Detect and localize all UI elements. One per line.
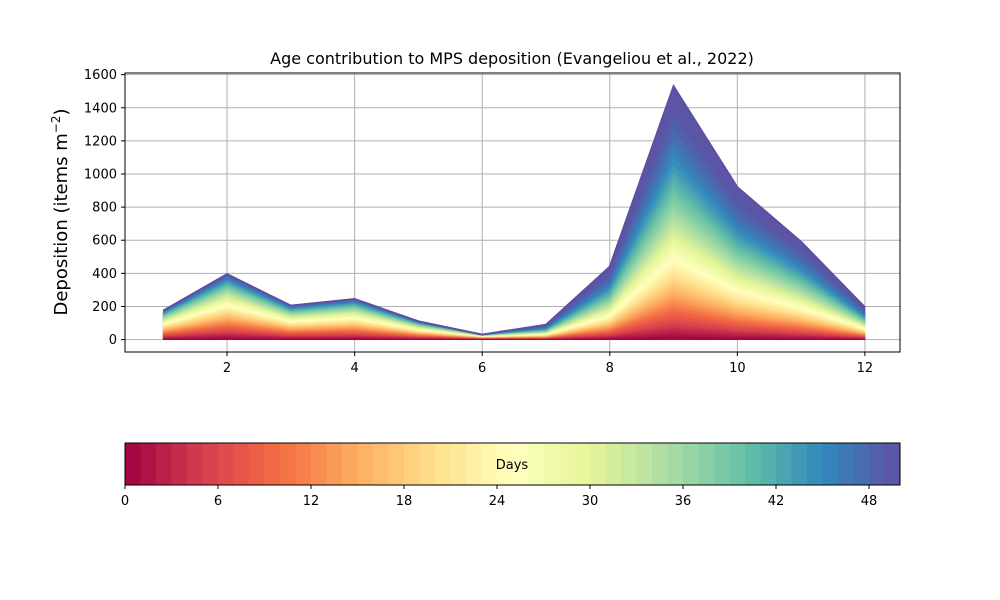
colorbar-segment — [419, 443, 436, 485]
colorbar-segment — [295, 443, 312, 485]
y-tick-label: 200 — [92, 300, 117, 315]
colorbar-segment — [807, 443, 823, 485]
colorbar-segment — [605, 443, 622, 485]
colorbar-segment — [373, 443, 389, 485]
colorbar-segment — [776, 443, 792, 485]
colorbar-segment — [574, 443, 591, 485]
colorbar-segment — [543, 443, 560, 485]
colorbar-segment — [466, 443, 482, 485]
colorbar-tick-label: 36 — [675, 494, 692, 509]
plot-frame — [124, 72, 901, 353]
colorbar-segment — [187, 443, 203, 485]
colorbar-segment — [202, 443, 219, 485]
colorbar-segment — [636, 443, 653, 485]
colorbar-segment — [822, 443, 839, 485]
colorbar-segment — [760, 443, 777, 485]
colorbar-segment — [404, 443, 420, 485]
y-axis-label-main: Deposition (items m — [51, 133, 72, 315]
x-tick-label: 8 — [606, 361, 614, 376]
x-tick-label: 6 — [478, 361, 486, 376]
y-tick-label: 1600 — [84, 68, 117, 83]
colorbar-segment — [698, 443, 715, 485]
colorbar-segment — [388, 443, 405, 485]
colorbar-segment — [435, 443, 451, 485]
x-tick-label: 4 — [350, 361, 358, 376]
colorbar-segment — [590, 443, 606, 485]
colorbar-segment — [559, 443, 575, 485]
x-tick-label: 2 — [223, 361, 231, 376]
colorbar-tick-label: 48 — [861, 494, 878, 509]
colorbar-segment — [140, 443, 157, 485]
x-tick-label: 10 — [729, 361, 746, 376]
colorbar-segment — [342, 443, 358, 485]
axes: 2 4 6 8 10 12 0 200 400 600 800 1000 1200 1400 1600 — [84, 68, 873, 376]
colorbar-tick-label: 0 — [121, 494, 129, 509]
age-bands — [162, 83, 866, 340]
y-tick-label: 800 — [92, 201, 117, 216]
colorbar-segment — [869, 443, 885, 485]
colorbar-segment — [884, 443, 901, 485]
colorbar-segment — [683, 443, 699, 485]
colorbar-segment — [481, 443, 498, 485]
colorbar-segment — [652, 443, 668, 485]
colorbar-segment — [218, 443, 234, 485]
colorbar-segment — [249, 443, 265, 485]
y-tick-label: 1200 — [84, 134, 117, 149]
y-tick-label: 600 — [92, 234, 117, 249]
colorbar-segment — [357, 443, 374, 485]
colorbar-segment — [853, 443, 870, 485]
colorbar-segment — [838, 443, 854, 485]
colorbar-segment — [497, 443, 513, 485]
colorbar-segment — [311, 443, 327, 485]
age-band — [162, 336, 866, 340]
colorbar-tick-label: 30 — [582, 494, 599, 509]
y-tick-label: 1400 — [84, 101, 117, 116]
colorbar-segment — [791, 443, 808, 485]
colorbar — [125, 443, 901, 485]
colorbar-segment — [745, 443, 761, 485]
y-axis-label-close: ) — [51, 108, 72, 115]
colorbar-label: Days — [496, 458, 529, 473]
y-axis-label: Deposition (items m−2) — [49, 108, 72, 315]
y-tick-label: 400 — [92, 267, 117, 282]
colorbar-segment — [667, 443, 684, 485]
y-tick-label: 1000 — [84, 168, 117, 183]
colorbar-tick-label: 6 — [214, 494, 222, 509]
colorbar-segment — [125, 443, 141, 485]
colorbar-segment — [621, 443, 637, 485]
colorbar-tick-label: 18 — [396, 494, 413, 509]
colorbar-segment — [512, 443, 529, 485]
colorbar-segment — [171, 443, 188, 485]
colorbar-tick-label: 12 — [303, 494, 320, 509]
colorbar-segment — [450, 443, 467, 485]
colorbar-segment — [233, 443, 250, 485]
colorbar-segment — [729, 443, 746, 485]
x-tick-label: 12 — [857, 361, 874, 376]
y-axis-label-exponent: −2 — [49, 116, 63, 134]
y-tick-label: 0 — [109, 333, 117, 348]
colorbar-axis: 0 6 12 18 24 30 36 42 48 — [121, 485, 877, 509]
colorbar-segment — [326, 443, 343, 485]
colorbar-segment — [280, 443, 296, 485]
colorbar-segment — [528, 443, 544, 485]
colorbar-segment — [264, 443, 281, 485]
colorbar-tick-label: 42 — [768, 494, 785, 509]
colorbar-segment — [156, 443, 172, 485]
colorbar-segment — [714, 443, 730, 485]
total-deposition-line — [162, 83, 866, 336]
colorbar-frame — [124, 442, 901, 486]
colorbar-tick-label: 24 — [489, 494, 506, 509]
chart-title: Age contribution to MPS deposition (Evan… — [270, 49, 754, 68]
